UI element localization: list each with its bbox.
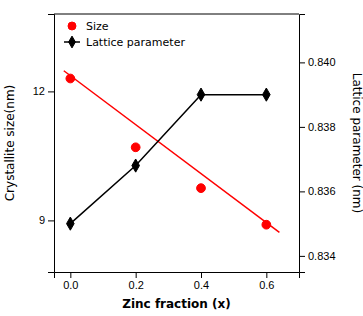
tick: 0.6 [259, 272, 274, 291]
series [67, 88, 271, 230]
point [197, 184, 206, 193]
y-axis: 9 12 [33, 15, 55, 273]
tick-label: 0.834 [308, 250, 336, 262]
legend-item: Lattice parameter [64, 36, 185, 49]
point [197, 88, 205, 101]
legend-item: Size [68, 20, 109, 33]
tick-mark [299, 127, 305, 128]
legend-label: Size [86, 20, 109, 33]
tick-label: 0.0 [63, 279, 78, 291]
tick-label: 0.2 [129, 279, 144, 291]
tick-mark [48, 220, 54, 221]
tick: 0.4 [194, 272, 209, 291]
series [66, 74, 271, 229]
chart: 0.0 0.2 0.4 0.6 9 12 0.834 0.836 0.838 0.840 Size L… [0, 0, 363, 316]
tick-mark [136, 272, 137, 278]
x-axis-title: Zinc fraction (x) [122, 297, 231, 311]
tick-label: 0.836 [308, 185, 336, 197]
tick-mark [299, 256, 305, 257]
point [262, 220, 271, 229]
tick-mark [299, 62, 305, 63]
axis-line [48, 15, 55, 273]
y2-axis-title: Lattice parameter (nm) [350, 73, 363, 213]
legend-symbol [68, 22, 76, 30]
marks [64, 71, 280, 233]
line [70, 95, 266, 224]
point [131, 143, 140, 152]
tick: 0.836 [299, 185, 336, 197]
tick-label: 9 [39, 214, 45, 226]
tick: 9 [39, 214, 54, 226]
x-axis: 0.0 0.2 0.4 0.6 [55, 272, 300, 291]
tick-label: 0.4 [194, 279, 209, 291]
tick-mark [201, 272, 202, 278]
tick-mark [70, 272, 71, 278]
tick-label: 12 [33, 85, 45, 97]
tick-label: 0.840 [308, 56, 336, 68]
tick-label: 0.838 [308, 121, 336, 133]
tick-mark [266, 272, 267, 278]
tick: 0.834 [299, 250, 336, 262]
line [64, 71, 280, 233]
axis-line [300, 15, 306, 273]
tick: 0.838 [299, 121, 336, 133]
tick: 0.0 [63, 272, 78, 291]
axis-line [55, 273, 300, 279]
legend: Size Lattice parameter [64, 20, 185, 49]
y-axis-title: Crystallite size(nm) [3, 85, 17, 202]
legend-label: Lattice parameter [86, 36, 185, 49]
point [132, 159, 140, 172]
tick-label: 0.6 [259, 279, 274, 291]
tick: 0.2 [129, 272, 144, 291]
point [66, 74, 75, 83]
tick: 12 [33, 85, 54, 97]
series [64, 71, 280, 233]
point [263, 88, 271, 101]
point [67, 217, 75, 230]
plot: 0.0 0.2 0.4 0.6 9 12 0.834 0.836 0.838 0.840 Size L… [33, 14, 336, 291]
legend-symbol [69, 36, 76, 48]
tick-mark [48, 91, 54, 92]
y2-axis: 0.834 0.836 0.838 0.840 [299, 15, 336, 273]
frame-top [54, 14, 299, 15]
tick: 0.840 [299, 56, 336, 68]
tick-mark [299, 191, 305, 192]
